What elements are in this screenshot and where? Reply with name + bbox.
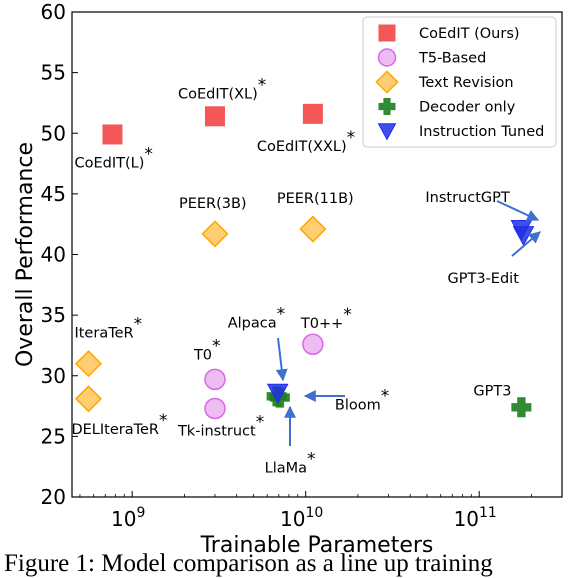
x-axis-title: Trainable Parameters <box>200 533 434 558</box>
legend-marker-circle <box>377 48 397 67</box>
legend-entry: Instruction Tuned <box>419 124 544 140</box>
legend-marker-plus <box>378 98 396 115</box>
legend-entry: Text Revision <box>418 75 514 91</box>
x-tick-label: 109 <box>111 505 145 531</box>
legend-marker-square <box>378 24 396 42</box>
legend-entry: T5-Based <box>418 51 486 67</box>
y-tick-label: 50 <box>41 121 66 145</box>
y-tick-label: 60 <box>41 0 66 24</box>
marker-gpt3 <box>511 397 532 418</box>
y-tick-label: 20 <box>41 485 66 509</box>
arrow-instructgpt <box>496 200 540 221</box>
y-tick-label: 40 <box>41 243 66 267</box>
marker-t0 <box>204 368 226 391</box>
label-coedit-l-: CoEdIT(L)* <box>74 144 152 171</box>
marker-t0- <box>302 333 324 355</box>
marker-alpaca <box>266 383 289 404</box>
marker-coedit-l- <box>102 124 123 145</box>
marker-coedit-xxl- <box>302 103 323 124</box>
label-llama: LlaMa* <box>265 449 316 476</box>
legend-entry: CoEdIT (Ours) <box>419 26 520 42</box>
x-tick-label: 1011 <box>454 505 497 531</box>
arrow-gpt3-edit <box>511 231 541 257</box>
y-tick-label: 55 <box>41 61 66 85</box>
marker-iterater <box>74 350 103 378</box>
label-t0: T0* <box>193 336 221 363</box>
label-deliterater: DELIteraTeR* <box>71 411 167 438</box>
y-tick-label: 35 <box>41 303 66 327</box>
label-peer-3b-: PEER(3B) <box>179 196 247 212</box>
label-alpaca: Alpaca* <box>228 305 285 332</box>
label-t0-: T0++* <box>300 305 352 332</box>
marker-peer-11b- <box>299 215 327 243</box>
marker-tk-instruct <box>204 397 226 420</box>
legend-marker-triangle <box>377 123 397 141</box>
y-tick-label: 30 <box>41 364 66 388</box>
marker-peer-3b- <box>201 220 229 248</box>
label-coedit-xxl-: CoEdIT(XXL)* <box>257 128 355 155</box>
label-bloom: Bloom* <box>335 387 389 414</box>
y-tick-label: 45 <box>41 182 66 206</box>
label-iterater: IteraTeR* <box>74 315 142 342</box>
legend-entry: Decoder only <box>419 100 516 116</box>
label-coedit-xl-: CoEdIT(XL)* <box>178 75 266 102</box>
label-gpt3-edit: GPT3-Edit <box>448 271 520 287</box>
label-peer-11b-: PEER(11B) <box>277 191 354 207</box>
legend-box <box>362 16 557 148</box>
marker-coedit-xl- <box>204 106 225 127</box>
label-instructgpt: InstructGPT <box>425 190 509 206</box>
legend-marker-diamond <box>375 70 399 94</box>
label-gpt3: GPT3 <box>473 383 511 399</box>
figure-caption: Figure 1: Model comparison as a line up … <box>4 550 493 577</box>
y-tick-label: 25 <box>41 424 66 448</box>
marker-deliterater <box>74 385 103 413</box>
marker-gpt3-edit <box>512 226 535 247</box>
x-tick-label: 1010 <box>280 505 323 531</box>
arrow-alpaca <box>275 337 288 382</box>
label-tk-instruct: Tk-instruct* <box>177 412 264 439</box>
y-axis-title: Overall Performance <box>13 142 38 367</box>
